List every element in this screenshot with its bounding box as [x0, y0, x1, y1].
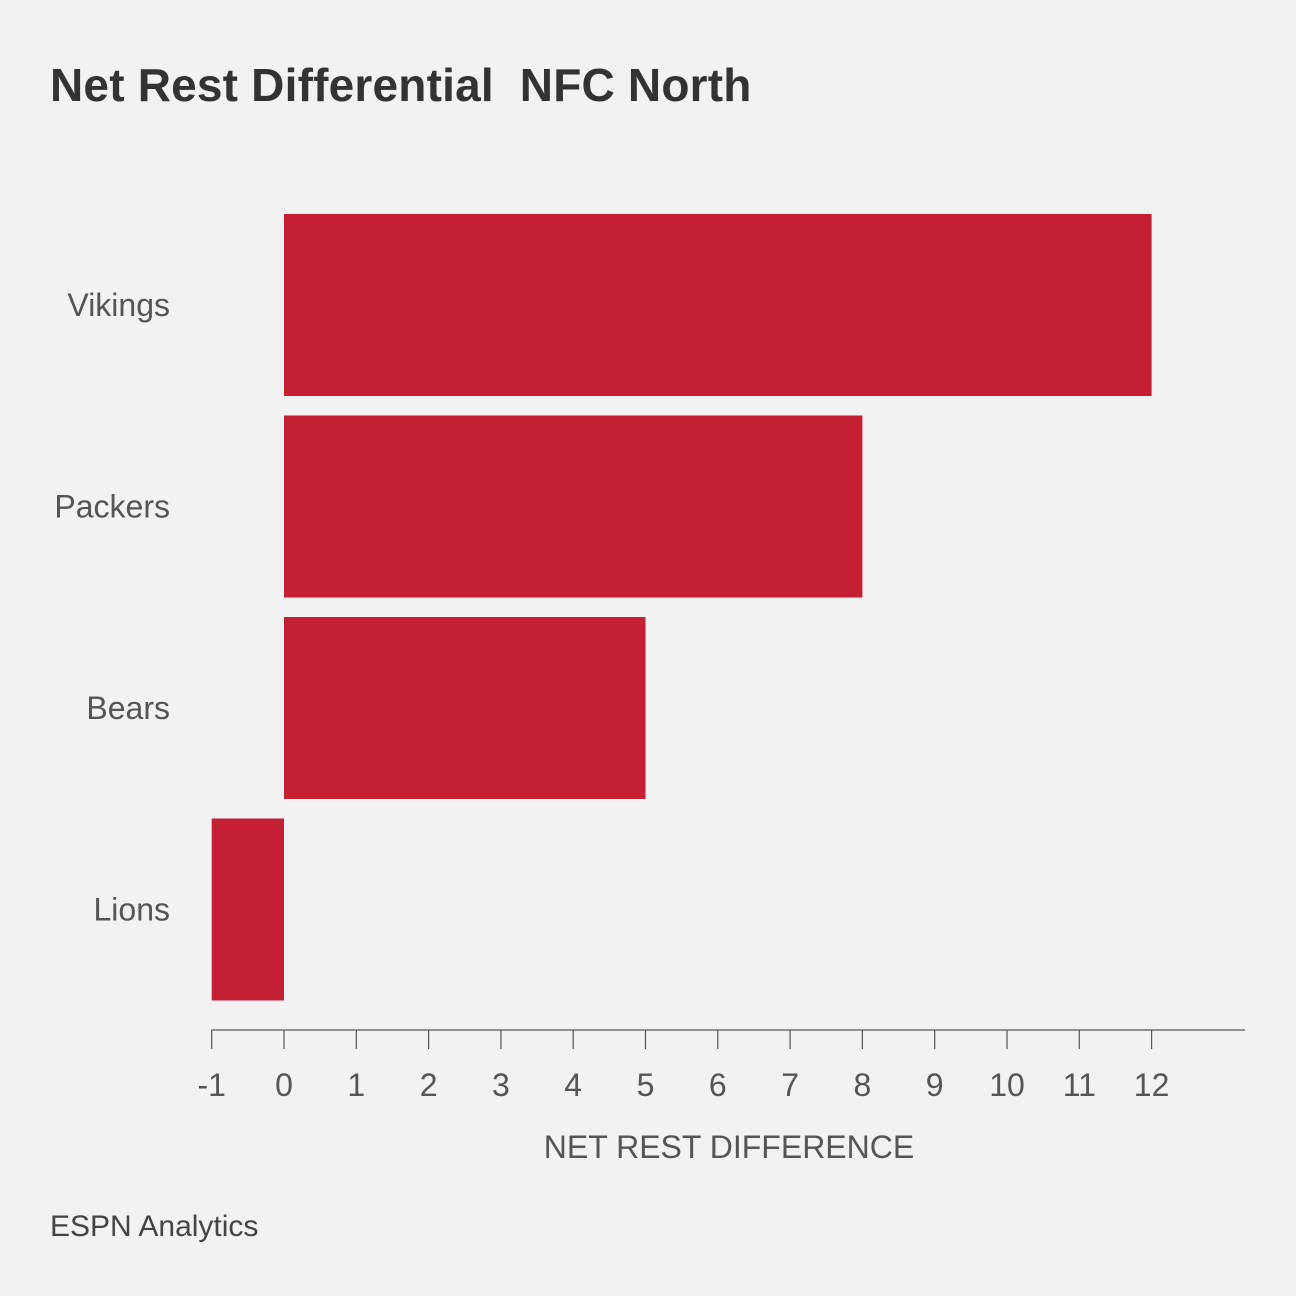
x-tick-label: 2	[420, 1067, 438, 1103]
x-tick-label: 4	[564, 1067, 582, 1103]
x-tick-label: 12	[1134, 1067, 1170, 1103]
x-tick-label: 8	[854, 1067, 872, 1103]
category-label-lions: Lions	[94, 892, 171, 928]
category-label-bears: Bears	[86, 690, 170, 726]
category-label-vikings: Vikings	[67, 287, 170, 323]
x-tick-label: 5	[637, 1067, 655, 1103]
x-tick-label: 6	[709, 1067, 727, 1103]
bar-lions	[211, 818, 284, 1001]
x-tick-label: 0	[275, 1067, 293, 1103]
x-tick-label: 3	[492, 1067, 510, 1103]
source-credit: ESPN Analytics	[50, 1210, 259, 1243]
chart-title: Net Rest Differential NFC North	[50, 59, 752, 111]
x-axis: -1 0 1 2 3 4 5 6 7 8 9 10 11 12	[197, 1029, 1245, 1103]
x-tick-label: 7	[781, 1067, 799, 1103]
x-tick-label: -1	[197, 1067, 225, 1103]
bar-bears	[284, 617, 646, 799]
bars-group	[211, 214, 1152, 1001]
bar-packers	[284, 415, 863, 598]
category-labels-group: Vikings Packers Bears Lions	[54, 287, 170, 928]
x-tick-label: 1	[347, 1067, 365, 1103]
bar-vikings	[284, 214, 1152, 396]
x-axis-label: NET REST DIFFERENCE	[544, 1129, 914, 1165]
category-label-packers: Packers	[54, 489, 170, 525]
x-tick-label: 11	[1063, 1067, 1096, 1103]
x-tick-label: 10	[989, 1067, 1025, 1103]
x-tick-label: 9	[926, 1067, 944, 1103]
